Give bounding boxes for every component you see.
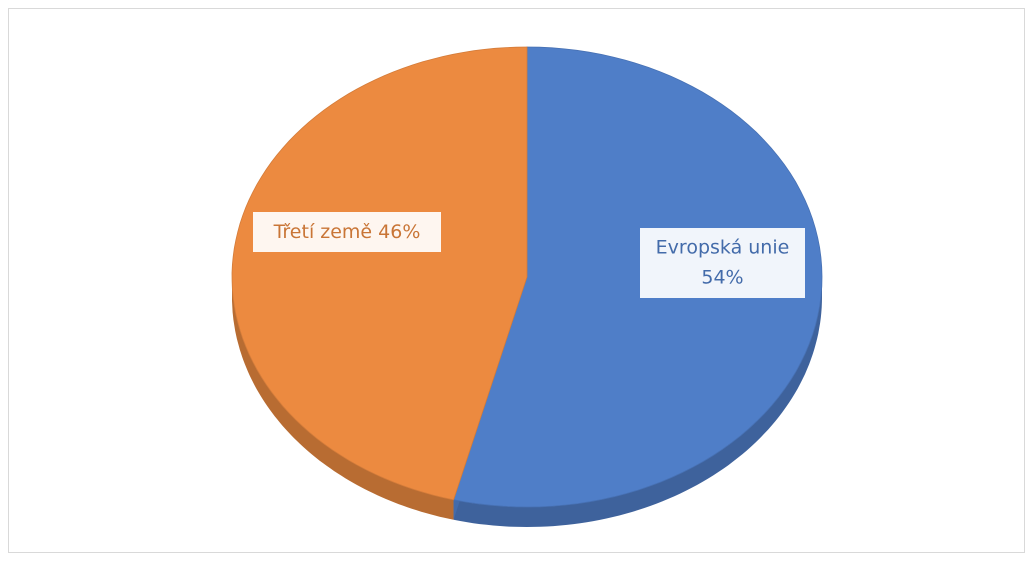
category-label: Evropská unie <box>656 237 790 259</box>
data-label-box <box>640 228 805 298</box>
value-label: 54% <box>701 267 743 289</box>
category-label: Třetí země <box>273 221 373 243</box>
data-label: Evropská unie 54% <box>656 237 790 289</box>
data-label: Třetí země 46% <box>273 221 421 243</box>
slice <box>453 46 823 508</box>
data-label-text: Třetí země 46% <box>273 221 421 243</box>
slice <box>231 46 528 501</box>
value-label: 46% <box>378 221 420 243</box>
data-label-box <box>253 212 441 252</box>
